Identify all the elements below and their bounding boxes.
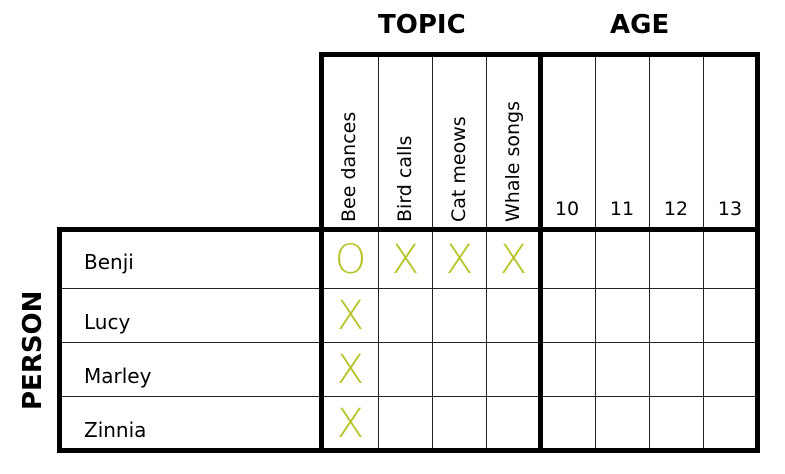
person-name: Zinnia (84, 418, 147, 442)
cell-mark: O (334, 236, 367, 283)
age-label: 10 (554, 198, 580, 220)
topic-age-divider (538, 52, 543, 453)
cell-mark: X (336, 346, 365, 393)
age-category-label: AGE (610, 10, 670, 40)
age-label: 12 (663, 198, 689, 220)
person-name: Marley (84, 364, 152, 388)
cell-mark: X (336, 400, 365, 447)
person-name: Lucy (84, 310, 131, 334)
cell-mark: X (445, 236, 474, 283)
topic-category-label: TOPIC (378, 10, 466, 40)
person-category-label: PERSON (18, 290, 48, 410)
age-label: 11 (609, 198, 635, 220)
person-name: Benji (84, 250, 134, 274)
grid-cell[interactable]: X (322, 342, 379, 397)
cell-mark: X (499, 236, 528, 283)
age-label: 13 (717, 198, 743, 220)
cell-mark: X (336, 292, 365, 339)
cell-mark: X (391, 236, 420, 283)
